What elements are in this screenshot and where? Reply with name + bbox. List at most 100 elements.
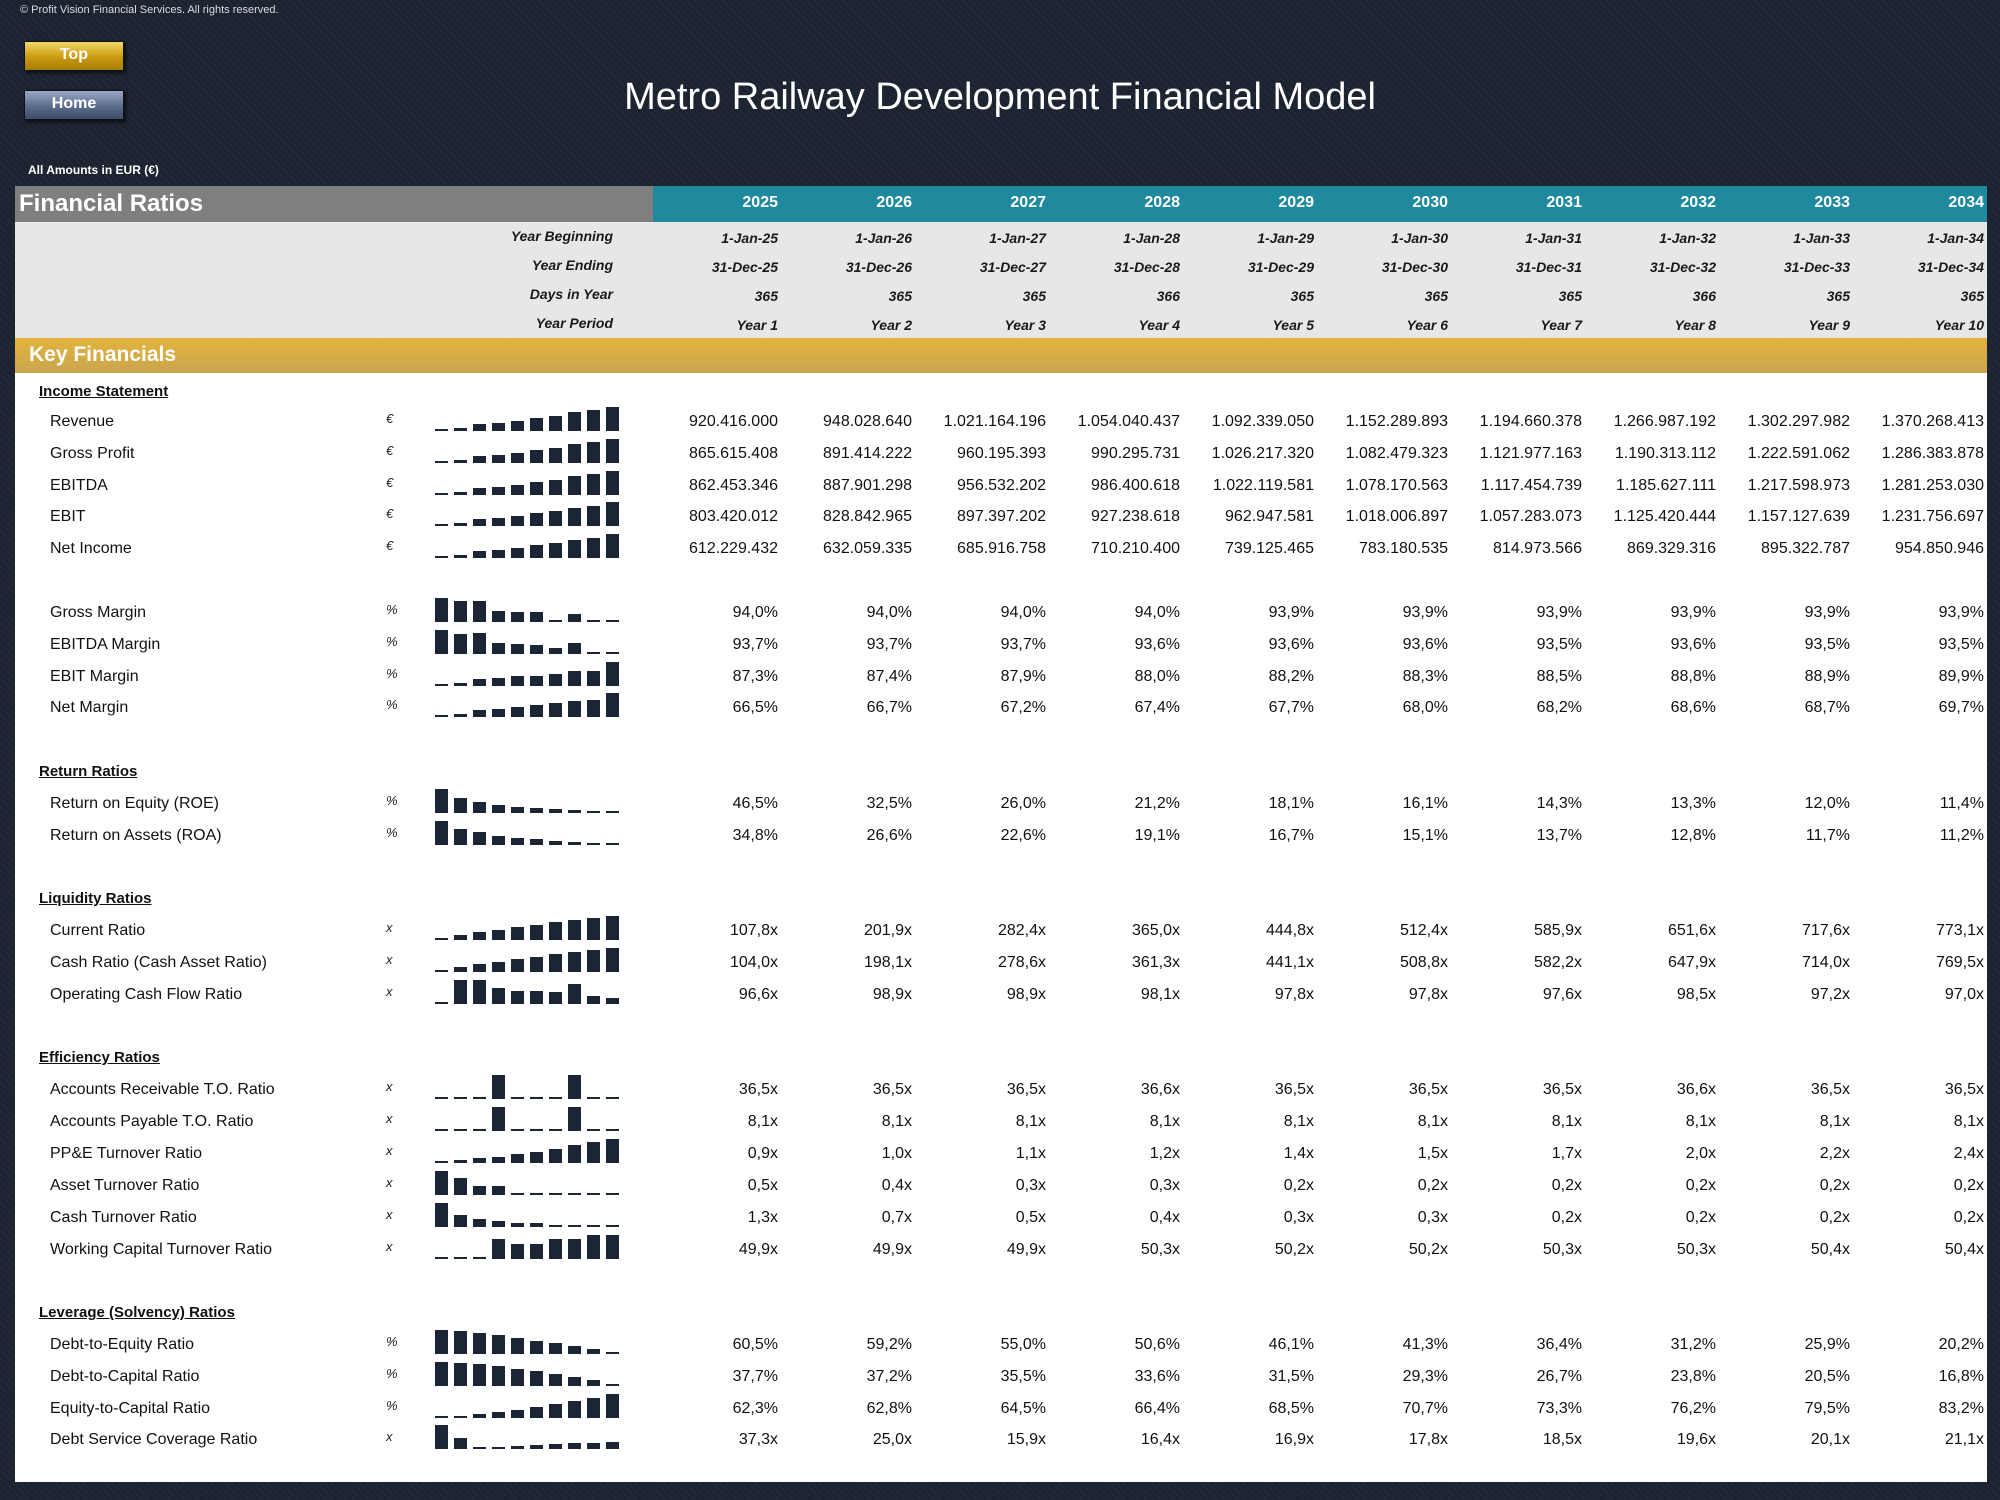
value-cell: 814.973.566 — [1493, 540, 1582, 557]
row-label: Operating Cash Flow Ratio — [50, 986, 243, 1003]
sparkline-bar — [606, 811, 619, 813]
meta-row-label: Year Beginning — [510, 228, 613, 244]
value-cell: 0,2x — [1819, 1177, 1850, 1194]
sparkline — [435, 532, 635, 558]
sparkline-bar — [530, 1129, 543, 1131]
value-cell: 12,0% — [1804, 795, 1850, 812]
unit-symbol: % — [386, 793, 398, 808]
value-cell: 50,2x — [1408, 1241, 1448, 1258]
value-cell: 1,4x — [1283, 1145, 1314, 1162]
value-cell: 990.295.731 — [1091, 445, 1180, 462]
sparkline-bar — [435, 1129, 448, 1131]
meta-row-value: Year 7 — [1540, 317, 1582, 333]
value-cell: 94,0% — [732, 604, 778, 621]
sparkline-bar — [549, 1149, 562, 1163]
value-cell: 1.222.591.062 — [1747, 445, 1850, 462]
sparkline-bar — [568, 613, 581, 622]
value-cell: 8,1x — [1953, 1113, 1984, 1130]
sparkline-bar — [492, 643, 505, 654]
year-header: 2031 — [1546, 194, 1582, 211]
value-cell: 79,5% — [1804, 1400, 1850, 1417]
sparkline-bar — [568, 920, 581, 940]
value-cell: 73,3% — [1536, 1400, 1582, 1417]
value-cell: 31,5% — [1268, 1368, 1314, 1385]
sparkline-bar — [435, 1161, 448, 1163]
sparkline-bar — [530, 1152, 543, 1163]
value-cell: 16,8% — [1938, 1368, 1984, 1385]
top-button[interactable]: Top — [24, 41, 124, 71]
sparkline-bar — [606, 407, 619, 431]
value-cell: 954.850.946 — [1895, 540, 1984, 557]
sparkline-bar — [492, 549, 505, 558]
meta-row-value: 1-Jan-26 — [855, 230, 912, 246]
sparkline-bar — [492, 678, 505, 686]
sparkline-bar — [454, 828, 467, 845]
sparkline-bar — [492, 1221, 505, 1227]
value-cell: 88,8% — [1670, 668, 1716, 685]
sparkline — [435, 437, 635, 463]
sparkline-bar — [568, 643, 581, 654]
value-cell: 1,7x — [1551, 1145, 1582, 1162]
year-header: 2025 — [742, 194, 778, 211]
value-cell: 93,9% — [1402, 604, 1448, 621]
value-cell: 960.195.393 — [957, 445, 1046, 462]
unit-symbol: x — [386, 1429, 393, 1444]
value-cell: 1,0x — [881, 1145, 912, 1162]
value-cell: 49,9x — [738, 1241, 778, 1258]
section-title: Efficiency Ratios — [39, 1049, 160, 1066]
sparkline-bar — [530, 417, 543, 431]
sheet-title: Financial Ratios — [19, 190, 204, 217]
value-cell: 13,7% — [1536, 827, 1582, 844]
value-cell: 1.157.127.639 — [1747, 508, 1850, 525]
sparkline-bar — [511, 1337, 524, 1354]
sparkline-bar — [454, 1330, 467, 1354]
sparkline-bar — [435, 493, 448, 495]
value-cell: 441,1x — [1265, 954, 1314, 971]
value-cell: 2,2x — [1819, 1145, 1850, 1162]
value-cell: 20,1x — [1810, 1431, 1850, 1448]
sparkline-bar — [606, 439, 619, 463]
year-header: 2030 — [1412, 194, 1448, 211]
sparkline-bar — [492, 1156, 505, 1163]
sparkline-bar — [587, 670, 600, 686]
sparkline-bar — [511, 958, 524, 972]
year-header: 2026 — [876, 194, 912, 211]
value-cell: 0,2x — [1953, 1177, 1984, 1194]
value-cell: 97,8x — [1274, 986, 1314, 1003]
sparkline-bar — [568, 1225, 581, 1227]
sparkline-bar — [454, 1362, 467, 1386]
sparkline-bar — [568, 507, 581, 526]
sparkline-bar — [473, 633, 486, 654]
value-cell: 49,9x — [872, 1241, 912, 1258]
sparkline — [435, 628, 635, 654]
row-label: Debt Service Coverage Ratio — [50, 1431, 258, 1448]
sparkline-bar — [454, 1415, 467, 1418]
value-cell: 26,0% — [1000, 795, 1046, 812]
page-title: Metro Railway Development Financial Mode… — [624, 76, 1376, 118]
value-cell: 67,2% — [1000, 699, 1046, 716]
sparkline-bar — [492, 708, 505, 717]
value-cell: 16,9x — [1274, 1431, 1314, 1448]
sparkline-bar — [511, 1223, 524, 1227]
row-label: Net Income — [50, 540, 132, 557]
sparkline — [435, 691, 635, 717]
home-button[interactable]: Home — [24, 90, 124, 120]
value-cell: 104,0x — [729, 954, 778, 971]
value-cell: 46,1% — [1268, 1336, 1314, 1353]
value-cell: 13,3% — [1670, 795, 1716, 812]
value-cell: 0,3x — [1283, 1209, 1314, 1226]
meta-row-value: 365 — [1022, 288, 1046, 304]
sparkline-bar — [549, 1343, 562, 1354]
value-cell: 0,2x — [1685, 1209, 1716, 1226]
value-cell: 717,6x — [1801, 922, 1850, 939]
value-cell: 365,0x — [1131, 922, 1180, 939]
sparkline-bar — [606, 916, 619, 940]
value-cell: 869.329.316 — [1627, 540, 1716, 557]
sparkline-bar — [549, 1225, 562, 1227]
row-label: Return on Equity (ROE) — [50, 795, 219, 812]
sparkline-bar — [492, 835, 505, 845]
meta-row-value: 31-Dec-28 — [1113, 259, 1180, 275]
value-cell: 685.916.758 — [957, 540, 1046, 557]
sparkline-bar — [511, 1153, 524, 1163]
sparkline-bar — [549, 1239, 562, 1259]
